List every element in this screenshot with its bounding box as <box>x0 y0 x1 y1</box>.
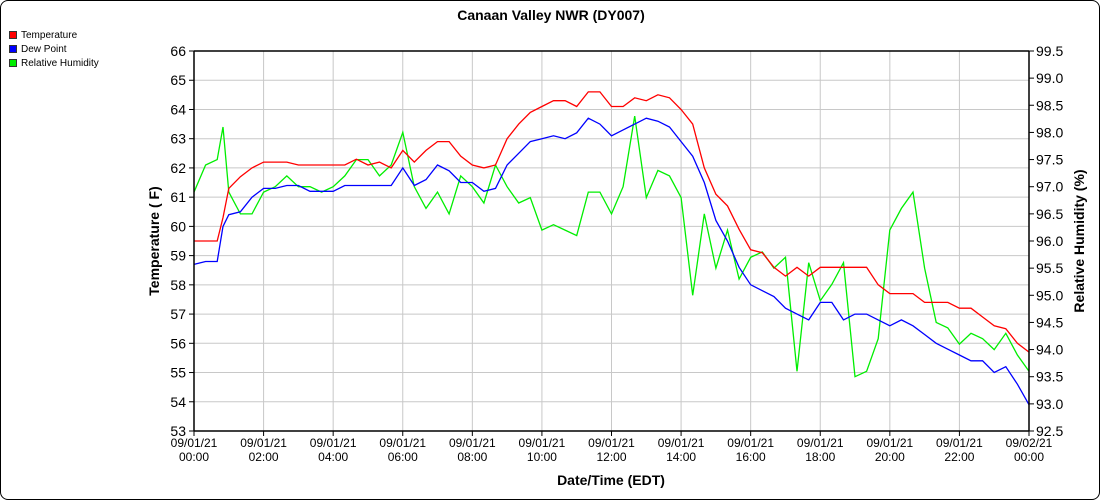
dew-point-swatch <box>9 45 17 53</box>
y-tick-label: 61 <box>170 189 186 205</box>
x-tick-label-date: 09/01/21 <box>588 436 635 450</box>
x-tick-label-time: 14:00 <box>666 450 696 464</box>
legend-item-relative-humidity[interactable]: Relative Humidity <box>9 56 99 70</box>
x-tick-label-date: 09/01/21 <box>379 436 426 450</box>
y2-tick-label: 92.5 <box>1036 423 1063 439</box>
y-tick-label: 57 <box>170 306 186 322</box>
x-tick-label-time: 20:00 <box>875 450 905 464</box>
grid <box>193 50 1030 432</box>
y-tick-label: 64 <box>170 101 186 117</box>
y-tick-label: 54 <box>170 394 186 410</box>
legend-item-dew-point[interactable]: Dew Point <box>9 42 99 56</box>
x-tick-label-date: 09/02/21 <box>1006 436 1053 450</box>
y2-tick-label: 96.0 <box>1036 233 1063 249</box>
temperature-swatch <box>9 31 17 39</box>
y-tick-label: 58 <box>170 277 186 293</box>
legend: Temperature Dew Point Relative Humidity <box>9 28 99 70</box>
y2-tick-label: 97.0 <box>1036 179 1063 195</box>
x-tick-label-date: 09/01/21 <box>519 436 566 450</box>
x-tick-label-time: 06:00 <box>388 450 418 464</box>
x-tick-label-date: 09/01/21 <box>866 436 913 450</box>
humidity-swatch <box>9 59 17 67</box>
y-tick-label: 62 <box>170 160 186 176</box>
x-tick-label-time: 22:00 <box>944 450 974 464</box>
y2-tick-label: 93.5 <box>1036 369 1063 385</box>
y2-tick-label: 98.5 <box>1036 97 1063 113</box>
x-tick-label-time: 18:00 <box>805 450 835 464</box>
y-tick-label: 65 <box>170 72 186 88</box>
x-tick-label-date: 09/01/21 <box>310 436 357 450</box>
y-tick-label: 66 <box>170 43 186 59</box>
y-tick-label: 53 <box>170 423 186 439</box>
y-tick-label: 59 <box>170 248 186 264</box>
legend-label: Relative Humidity <box>21 57 99 69</box>
y2-tick-label: 99.5 <box>1036 43 1063 59</box>
y-axis-label: Temperature ( F) <box>146 186 162 295</box>
x-tick-label-time: 12:00 <box>596 450 626 464</box>
series-lines <box>193 91 1030 406</box>
series-dew-point <box>193 117 1030 406</box>
series-temperature <box>194 91 1030 353</box>
x-tick-label-time: 00:00 <box>179 450 209 464</box>
y-tick-label: 55 <box>170 365 186 381</box>
y-tick-label: 56 <box>170 335 186 351</box>
x-tick-label-time: 00:00 <box>1014 450 1044 464</box>
x-tick-label-date: 09/01/21 <box>240 436 287 450</box>
x-tick-label-date: 09/01/21 <box>171 436 218 450</box>
x-tick-label-time: 10:00 <box>527 450 557 464</box>
legend-item-temperature[interactable]: Temperature <box>9 28 99 42</box>
y2-tick-label: 94.5 <box>1036 314 1063 330</box>
x-tick-label-time: 02:00 <box>249 450 279 464</box>
x-tick-label-date: 09/01/21 <box>658 436 705 450</box>
y2-tick-label: 96.5 <box>1036 206 1063 222</box>
y-tick-label: 60 <box>170 218 186 234</box>
y-tick-label: 63 <box>170 131 186 147</box>
x-tick-label-date: 09/01/21 <box>936 436 983 450</box>
x-tick-label-time: 04:00 <box>318 450 348 464</box>
y2-tick-label: 94.0 <box>1036 342 1063 358</box>
x-tick-label-date: 09/01/21 <box>449 436 496 450</box>
x-tick-label-time: 08:00 <box>457 450 487 464</box>
y2-axis-label: Relative Humidity (%) <box>1071 169 1087 312</box>
x-tick-label-date: 09/01/21 <box>727 436 774 450</box>
axes: 53 54 55 56 57 58 59 60 61 62 63 64 65 66 92.5 93.0 93.5… <box>170 43 1063 464</box>
legend-label: Temperature <box>21 29 78 41</box>
chart-title: Canaan Valley NWR (DY007) <box>457 7 645 23</box>
y2-tick-label: 95.5 <box>1036 260 1063 276</box>
y2-tick-label: 97.5 <box>1036 152 1063 168</box>
legend-label: Dew Point <box>21 43 67 55</box>
y2-tick-label: 98.0 <box>1036 124 1063 140</box>
y2-tick-label: 95.0 <box>1036 287 1063 303</box>
y2-tick-label: 99.0 <box>1036 70 1063 86</box>
x-tick-label-time: 16:00 <box>736 450 766 464</box>
x-tick-label-date: 09/01/21 <box>797 436 844 450</box>
x-axis-label: Date/Time (EDT) <box>557 472 665 488</box>
y2-tick-label: 93.0 <box>1036 396 1063 412</box>
